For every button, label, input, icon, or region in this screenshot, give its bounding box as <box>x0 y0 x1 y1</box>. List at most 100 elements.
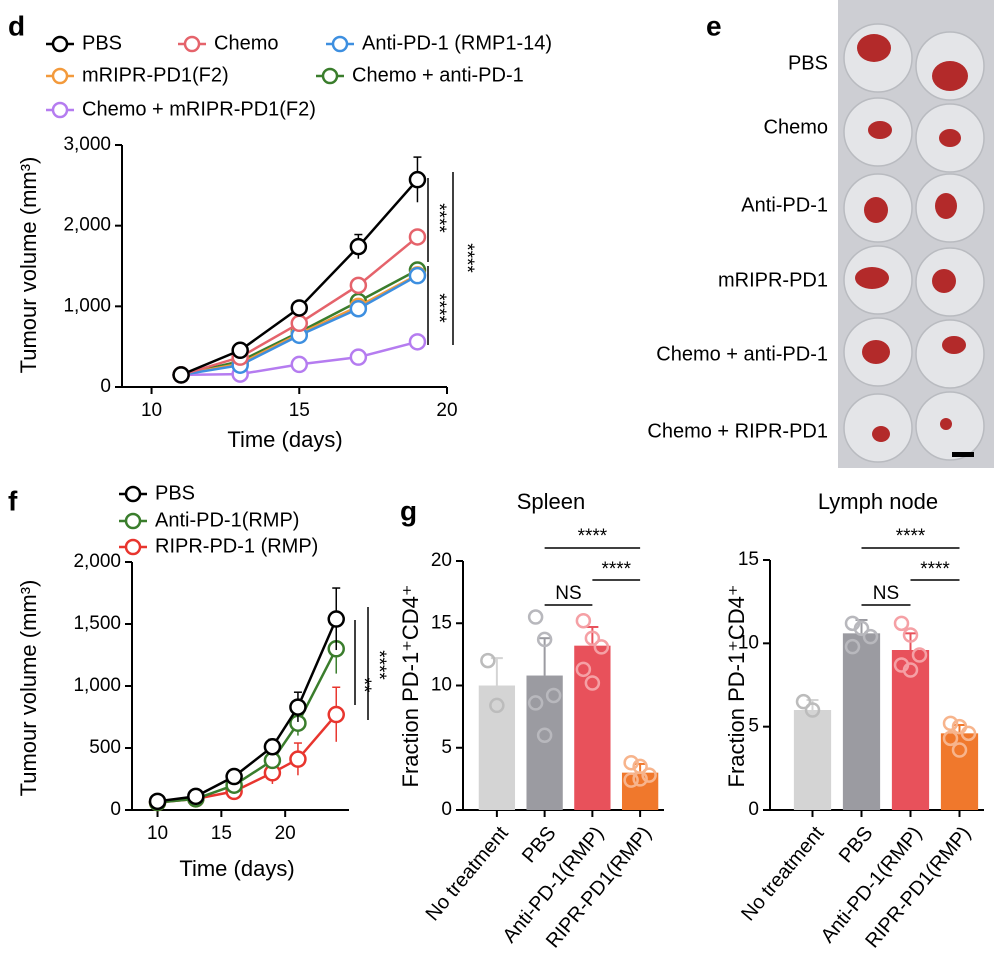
legend-label: RIPR-PD-1 (RMP) <box>155 535 318 557</box>
significance-label: **** <box>601 559 631 580</box>
legend-label: mRIPR-PD1(F2) <box>82 64 229 86</box>
significance-label: ** <box>353 678 374 693</box>
legend-marker <box>124 485 142 503</box>
series-line <box>157 618 338 803</box>
photo-label: PBS <box>788 52 828 74</box>
legend-label: Anti-PD-1 (RMP1-14) <box>362 32 552 54</box>
legend-label: Chemo <box>214 32 278 54</box>
x-axis-label: Time (days) <box>227 427 342 452</box>
data-point <box>632 771 648 787</box>
photo-label: Chemo + anti-PD-1 <box>656 343 828 365</box>
photo-label: Anti-PD-1 <box>741 194 828 216</box>
bar <box>842 633 881 810</box>
data-point <box>575 661 592 678</box>
panel-label: d <box>8 10 25 41</box>
y-tick-label: 2,000 <box>63 215 111 236</box>
legend-marker <box>331 35 349 53</box>
y-axis-label: Fraction PD-1⁺CD4⁺ <box>724 585 749 788</box>
legend-marker <box>183 35 201 53</box>
bar <box>478 685 516 810</box>
legend-marker <box>51 101 69 119</box>
y-tick-label: 0 <box>441 799 452 820</box>
x-axis-label: Time (days) <box>179 856 294 881</box>
data-point <box>527 695 544 711</box>
data-point <box>327 610 345 628</box>
data-point <box>172 366 190 384</box>
data-point <box>902 662 919 678</box>
legend-marker <box>51 67 69 85</box>
panel-label: e <box>706 10 722 41</box>
bar <box>940 733 979 810</box>
y-tick-label: 10 <box>738 632 759 653</box>
x-tick-label: 15 <box>289 400 310 421</box>
data-point <box>536 727 553 744</box>
y-axis-label: Tumour volume (mm³) <box>16 157 41 374</box>
data-point <box>641 767 657 783</box>
y-tick-label: 15 <box>738 549 759 570</box>
x-tick-label: No treatment <box>737 822 828 925</box>
data-point <box>575 613 592 629</box>
data-point <box>536 631 553 648</box>
y-tick-label: 2,000 <box>73 551 121 572</box>
data-point <box>911 647 928 663</box>
significance-label: NS <box>873 583 899 604</box>
y-tick-label: 1,500 <box>73 613 121 634</box>
data-point <box>349 348 368 366</box>
significance-label: **** <box>896 526 926 547</box>
legend-marker <box>124 512 142 530</box>
bar <box>793 710 832 810</box>
y-tick-label: 0 <box>100 376 111 397</box>
significance-label: **** <box>578 526 608 547</box>
data-point <box>853 620 870 637</box>
data-point <box>408 266 427 285</box>
y-axis-label: Fraction PD-1⁺CD4⁺ <box>398 585 423 788</box>
panel-label: f <box>8 485 18 516</box>
x-tick-label: 15 <box>211 823 232 844</box>
series-line <box>180 178 419 377</box>
data-point <box>960 725 977 742</box>
legend-label: Chemo + mRIPR-PD1(F2) <box>82 98 316 120</box>
significance-label: **** <box>368 650 389 680</box>
data-point <box>862 628 879 645</box>
data-point <box>408 333 427 351</box>
y-tick-label: 10 <box>431 675 452 696</box>
data-point <box>231 341 249 360</box>
data-point <box>187 787 205 806</box>
y-tick-label: 0 <box>748 799 759 820</box>
chart-title: Spleen <box>517 489 586 514</box>
wells <box>843 23 985 463</box>
significance-label: **** <box>428 203 449 233</box>
y-axis-label: Tumour volume (mm³) <box>16 580 41 797</box>
legend-marker <box>124 538 142 556</box>
bar <box>574 645 611 810</box>
x-tick-label: 10 <box>147 823 168 844</box>
legend-marker <box>321 67 339 85</box>
data-point <box>290 299 309 317</box>
data-point <box>584 675 601 691</box>
data-point <box>349 300 368 318</box>
panel-label: g <box>400 495 417 526</box>
x-tick-label: No treatment <box>422 822 513 925</box>
data-point <box>623 772 639 788</box>
significance-label: **** <box>428 293 449 323</box>
data-point <box>290 355 309 374</box>
bar <box>621 772 659 810</box>
photo-label: Chemo <box>764 116 828 138</box>
data-point <box>584 630 601 646</box>
data-point <box>804 702 821 718</box>
data-point <box>289 750 307 768</box>
x-tick-label: 10 <box>141 400 162 421</box>
data-point <box>290 314 309 333</box>
photo-label: Chemo + RIPR-PD1 <box>647 420 828 442</box>
y-tick-label: 3,000 <box>63 134 111 155</box>
data-point <box>408 170 427 189</box>
scale-bar <box>952 452 974 457</box>
legend-label: Chemo + anti-PD-1 <box>352 64 524 86</box>
x-tick-label: 20 <box>436 400 457 421</box>
legend-marker <box>51 35 69 53</box>
data-point <box>148 792 167 811</box>
data-point <box>623 754 639 771</box>
legend-label: PBS <box>155 482 195 504</box>
significance-label: **** <box>920 559 950 580</box>
data-point <box>225 767 243 786</box>
